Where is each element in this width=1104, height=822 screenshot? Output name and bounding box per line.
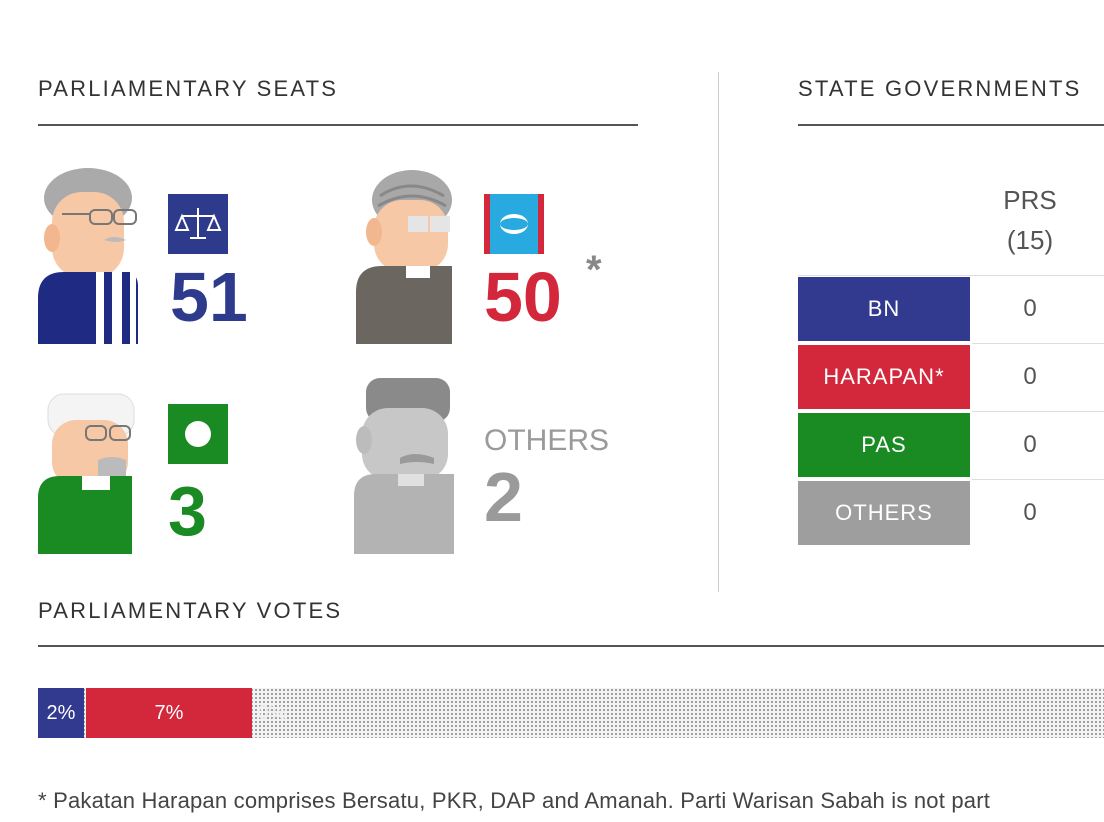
column-header-prs: PRS (15)	[970, 180, 1090, 260]
pkr-eye-icon	[484, 194, 544, 254]
row-value-bn: 0	[1023, 295, 1037, 322]
row-value-pas: 0	[1023, 431, 1037, 458]
pas-seat-count: 3	[168, 472, 207, 550]
footnote: * Pakatan Harapan comprises Bersatu, PKR…	[38, 788, 991, 813]
bn-leader-avatar	[38, 168, 148, 349]
vote-segment-harapan: 7%	[86, 688, 252, 738]
table-row-line	[798, 275, 1104, 276]
scales-icon	[168, 194, 228, 254]
bn-seat-count: 51	[170, 258, 248, 336]
row-label-bn: BN	[798, 277, 970, 341]
column-count: (15)	[1006, 225, 1054, 255]
harapan-seat-count: 50	[484, 258, 562, 336]
parliamentary-seats-title: PARLIAMENTARY SEATS	[38, 76, 339, 101]
harapan-leader-avatar	[356, 170, 456, 349]
section-divider	[718, 72, 719, 592]
row-label-harapan: HARAPAN*	[798, 345, 970, 409]
pas-leader-avatar	[38, 380, 138, 559]
row-value-others: 0	[1023, 499, 1037, 526]
harapan-asterisk: *	[586, 248, 602, 292]
column-name: PRS	[1003, 185, 1057, 215]
votes-title-rule	[38, 645, 1104, 647]
table-row-line	[972, 343, 1104, 344]
parliamentary-votes-title: PARLIAMENTARY VOTES	[38, 598, 343, 623]
row-value-harapan: 0	[1023, 363, 1037, 390]
state-governments-title: STATE GOVERNMENTS	[798, 76, 1082, 101]
vote-segment-bn: 2%	[38, 688, 84, 738]
table-row-line	[972, 411, 1104, 412]
vote-segment-pas: 0%	[257, 701, 287, 724]
row-label-others: OTHERS	[798, 481, 970, 545]
moon-circle-icon	[168, 404, 228, 464]
others-avatar	[354, 374, 454, 559]
seats-title-rule	[38, 124, 638, 126]
state-title-rule	[798, 124, 1104, 126]
row-label-pas: PAS	[798, 413, 970, 477]
table-row-line	[972, 479, 1104, 480]
others-seat-count: 2	[484, 458, 523, 536]
others-label: OTHERS	[484, 424, 610, 457]
